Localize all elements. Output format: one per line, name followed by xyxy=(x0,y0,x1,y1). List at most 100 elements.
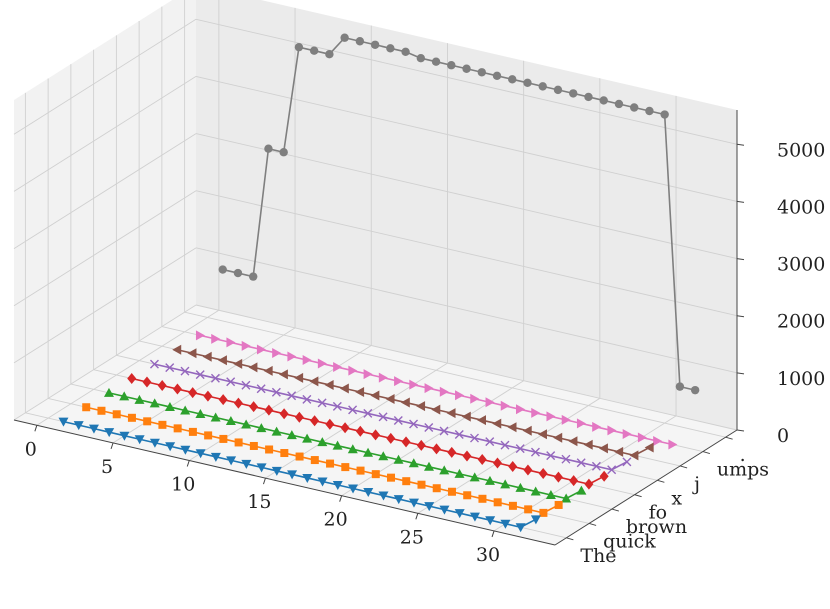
data-point xyxy=(569,475,579,487)
data-point xyxy=(256,344,266,355)
data-point xyxy=(370,390,380,401)
data-point xyxy=(302,473,313,483)
data-point xyxy=(447,487,456,496)
data-point xyxy=(386,432,396,444)
data-point xyxy=(295,452,304,461)
x-axis-line xyxy=(13,419,556,546)
data-point xyxy=(477,68,486,77)
data-point xyxy=(492,418,502,429)
data-point xyxy=(103,387,114,397)
data-point xyxy=(210,412,221,422)
x-tick-label: 5 xyxy=(101,456,113,478)
data-point xyxy=(204,431,213,440)
data-point xyxy=(470,393,480,404)
data-point xyxy=(256,423,267,433)
data-point xyxy=(127,372,137,384)
data-point xyxy=(317,398,327,408)
data-point xyxy=(439,505,450,515)
data-point xyxy=(523,464,533,476)
data-point xyxy=(690,385,700,395)
data-point xyxy=(341,463,350,472)
grid-line-z-back xyxy=(195,190,738,317)
data-point xyxy=(653,435,663,446)
data-point xyxy=(142,376,152,388)
data-point xyxy=(387,473,396,482)
data-point xyxy=(583,439,593,450)
data-point xyxy=(333,362,343,373)
y-tick-label: x xyxy=(671,487,682,509)
data-point xyxy=(265,445,274,454)
data-point xyxy=(668,439,678,450)
data-point xyxy=(431,404,441,415)
y-axis-line xyxy=(554,429,738,546)
data-point xyxy=(470,433,479,443)
data-point xyxy=(309,376,319,387)
data-point xyxy=(195,330,205,341)
data-point xyxy=(164,401,175,411)
data-point xyxy=(286,430,297,440)
y-tick-mark xyxy=(702,451,711,455)
grid-line-z-left xyxy=(13,190,197,307)
data-point xyxy=(561,493,572,503)
data-point xyxy=(180,366,190,376)
data-point xyxy=(97,406,106,415)
data-point xyxy=(469,472,480,482)
data-point xyxy=(484,475,495,485)
data-point xyxy=(477,453,487,465)
data-point xyxy=(104,428,115,438)
data-point xyxy=(522,425,532,436)
data-point xyxy=(637,432,647,443)
data-point xyxy=(271,466,282,476)
data-point xyxy=(241,340,251,351)
grid-line-z-left xyxy=(13,247,197,364)
x-tick-label: 20 xyxy=(324,509,348,531)
data-point xyxy=(256,463,267,473)
data-point xyxy=(348,405,358,415)
y-tick-mark xyxy=(611,508,620,512)
data-point xyxy=(599,96,608,105)
z-tick-mark xyxy=(736,200,745,203)
data-point xyxy=(530,515,541,525)
data-point xyxy=(272,347,282,358)
data-point xyxy=(226,456,237,466)
data-point xyxy=(463,491,472,500)
y-tick-mark xyxy=(679,465,688,469)
data-point xyxy=(203,390,213,402)
series-7 xyxy=(218,33,700,395)
data-point xyxy=(576,485,587,495)
data-point xyxy=(188,427,197,436)
data-point xyxy=(584,92,593,102)
data-point xyxy=(233,358,243,369)
data-point xyxy=(584,478,594,490)
data-point xyxy=(355,425,365,437)
series-2 xyxy=(103,387,587,503)
data-point xyxy=(363,369,373,380)
x-tick-mark xyxy=(262,477,266,485)
data-point xyxy=(400,397,410,408)
data-point xyxy=(294,42,304,52)
data-point xyxy=(378,491,389,501)
x-tick-label: 25 xyxy=(400,526,424,548)
data-point xyxy=(439,386,449,397)
data-point xyxy=(347,444,358,454)
data-point xyxy=(195,449,206,459)
data-point xyxy=(187,348,197,359)
data-point xyxy=(263,365,273,376)
grid-line-z-left xyxy=(13,18,197,135)
data-point xyxy=(149,438,160,448)
data-point xyxy=(340,422,350,434)
data-point xyxy=(645,106,654,116)
data-point xyxy=(386,44,395,53)
data-point xyxy=(493,498,502,507)
data-point xyxy=(508,461,518,473)
data-point xyxy=(409,419,419,429)
data-point xyxy=(553,85,563,95)
data-point xyxy=(287,351,297,362)
data-point xyxy=(394,376,404,387)
data-point xyxy=(363,488,374,498)
data-point xyxy=(524,505,533,514)
data-point xyxy=(241,380,251,390)
data-point xyxy=(408,458,419,468)
data-point xyxy=(58,417,69,427)
data-point xyxy=(355,386,365,397)
